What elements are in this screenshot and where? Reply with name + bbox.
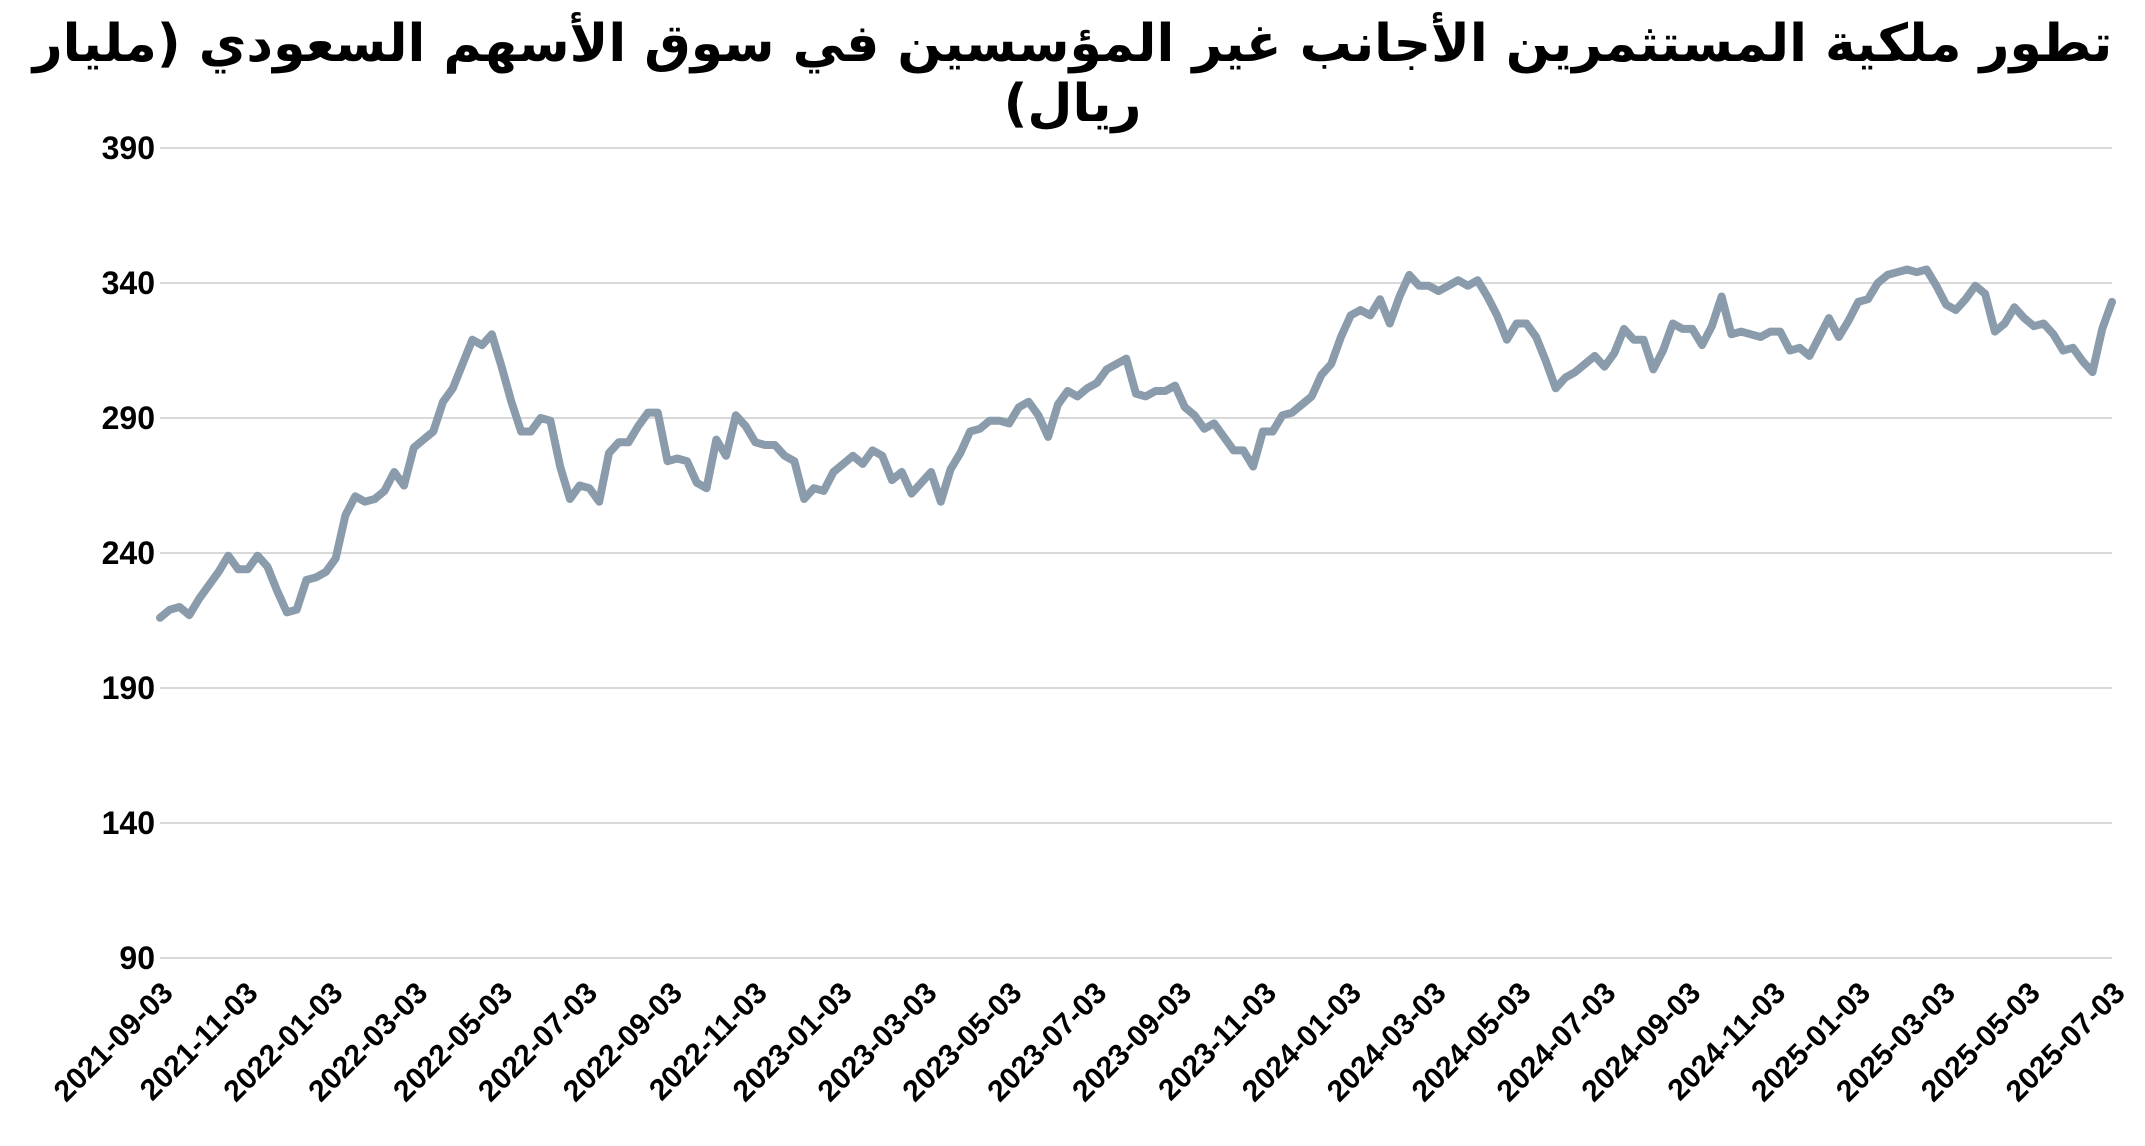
series-layer: [156, 265, 2116, 622]
y-tick-label: 90: [119, 940, 155, 976]
grid-layer: [160, 147, 2112, 959]
y-tick-label: 240: [102, 535, 155, 571]
y-tick-label: 190: [102, 670, 155, 706]
y-tick-label: 140: [102, 805, 155, 841]
y-tick-label: 340: [102, 265, 155, 301]
chart-title: تطور ملكية المستثمرين الأجانب غير المؤسس…: [32, 14, 2113, 134]
series-line: [156, 265, 2116, 622]
y-axis-ticks: 390 340 290 240 190 140 90: [102, 130, 155, 976]
y-tick-label: 390: [102, 130, 155, 166]
x-axis-ticks: 2021-09-032021-11-032022-01-032022-03-03…: [48, 976, 2132, 1108]
y-tick-label: 290: [102, 400, 155, 436]
